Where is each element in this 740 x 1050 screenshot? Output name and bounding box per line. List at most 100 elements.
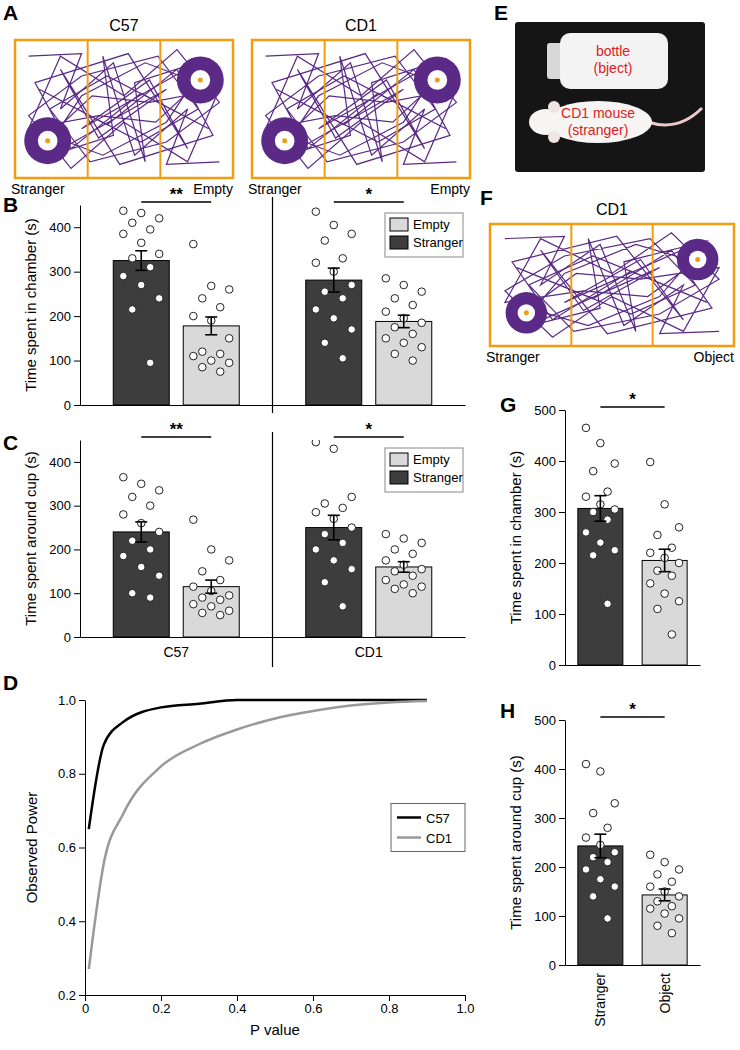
mouse-head xyxy=(529,109,563,135)
data-point xyxy=(646,580,654,588)
arena xyxy=(252,40,470,178)
bottle xyxy=(560,33,668,89)
data-point xyxy=(611,506,619,514)
data-point xyxy=(391,546,399,554)
data-point xyxy=(675,559,683,567)
tick: 0.4 xyxy=(228,995,246,1016)
tick-label: 200 xyxy=(534,556,556,571)
arena xyxy=(15,40,233,178)
tick-label: 200 xyxy=(534,860,556,875)
error-bar xyxy=(594,834,606,858)
data-point xyxy=(661,501,669,509)
axis-line xyxy=(566,665,701,666)
data-point xyxy=(582,760,590,768)
data-point xyxy=(348,565,356,573)
axis-line xyxy=(80,206,81,406)
tick: 300 xyxy=(49,264,80,279)
data-point xyxy=(198,609,206,617)
cup-center xyxy=(45,138,50,143)
axis-line xyxy=(85,701,86,996)
data-point xyxy=(654,922,662,930)
data-point xyxy=(312,508,320,516)
error-bar-cap xyxy=(398,327,410,329)
data-point xyxy=(418,343,426,351)
tick: 0 xyxy=(82,995,89,1016)
data-point xyxy=(661,910,669,918)
data-point xyxy=(137,209,145,217)
data-point xyxy=(582,834,590,842)
photo-label: CD1 mouse xyxy=(561,105,635,121)
x-axis xyxy=(566,665,701,666)
tick-label: 0.4 xyxy=(58,914,76,929)
data-point xyxy=(382,557,390,565)
legend: EmptyStranger xyxy=(385,213,464,257)
bar xyxy=(183,587,239,637)
error-bar-stem xyxy=(403,562,405,573)
tick-mark xyxy=(559,512,565,513)
data-point xyxy=(207,282,215,290)
error-bar xyxy=(205,317,217,335)
error-bar xyxy=(135,251,147,271)
data-point xyxy=(198,594,206,602)
bar xyxy=(578,846,623,965)
cup-center xyxy=(435,77,440,82)
tick: 200 xyxy=(534,556,565,571)
data-point xyxy=(611,883,619,891)
error-bar-cap xyxy=(328,267,340,269)
tick-label: 0.8 xyxy=(58,766,76,781)
error-bar xyxy=(398,562,410,573)
data-point xyxy=(348,281,356,289)
data-point xyxy=(198,363,206,371)
chamber-label: Empty xyxy=(193,181,233,197)
legend-label: C57 xyxy=(426,811,450,826)
chart: 00.20.40.60.81.00.20.40.60.81.0P valueOb… xyxy=(23,693,475,1038)
mouse-tail xyxy=(648,108,702,125)
legend-label: CD1 xyxy=(426,831,452,846)
bar xyxy=(376,567,432,637)
error-bar-cap xyxy=(659,571,671,573)
error-bar-cap xyxy=(594,520,606,522)
data-point xyxy=(312,546,320,554)
error-bar-cap xyxy=(594,495,606,497)
chamber-label: Stranger xyxy=(11,181,65,197)
error-bar-cap xyxy=(398,571,410,573)
data-point xyxy=(611,800,619,808)
tick-mark xyxy=(74,361,80,362)
data-point xyxy=(646,549,654,557)
mouse-ear xyxy=(548,101,560,113)
error-bar-cap xyxy=(659,900,671,902)
tick-mark xyxy=(559,818,565,819)
x-axis: 00.20.40.60.81.0 xyxy=(82,995,475,1016)
x-axis-title: P value xyxy=(250,1021,300,1038)
data-point xyxy=(225,607,233,615)
data-point xyxy=(668,878,676,886)
data-point xyxy=(654,605,662,613)
data-point xyxy=(339,603,347,611)
data-point xyxy=(155,487,163,495)
axis-line xyxy=(565,411,566,666)
data-point xyxy=(409,357,417,365)
error-bar-cap xyxy=(135,521,147,523)
tick: CD1 xyxy=(355,644,383,660)
cup-center xyxy=(198,77,203,82)
significance-label: * xyxy=(629,390,636,409)
cup xyxy=(190,70,210,90)
data-point xyxy=(589,552,597,560)
tick: 0.6 xyxy=(304,995,322,1016)
tick-label: 100 xyxy=(534,607,556,622)
cup xyxy=(38,131,58,151)
data-point xyxy=(675,915,683,923)
error-bar-cap xyxy=(205,316,217,318)
data-point xyxy=(146,546,154,554)
tick-label: 300 xyxy=(49,498,71,513)
tick-mark xyxy=(559,461,565,462)
data-point xyxy=(668,929,676,937)
data-point xyxy=(216,350,224,358)
tick: 300 xyxy=(534,811,565,826)
data-point xyxy=(339,355,347,363)
plot-marks xyxy=(578,424,687,665)
background xyxy=(0,0,740,1050)
tick-mark xyxy=(74,549,80,550)
data-point xyxy=(321,237,329,245)
chamber-label: Object xyxy=(694,349,735,365)
